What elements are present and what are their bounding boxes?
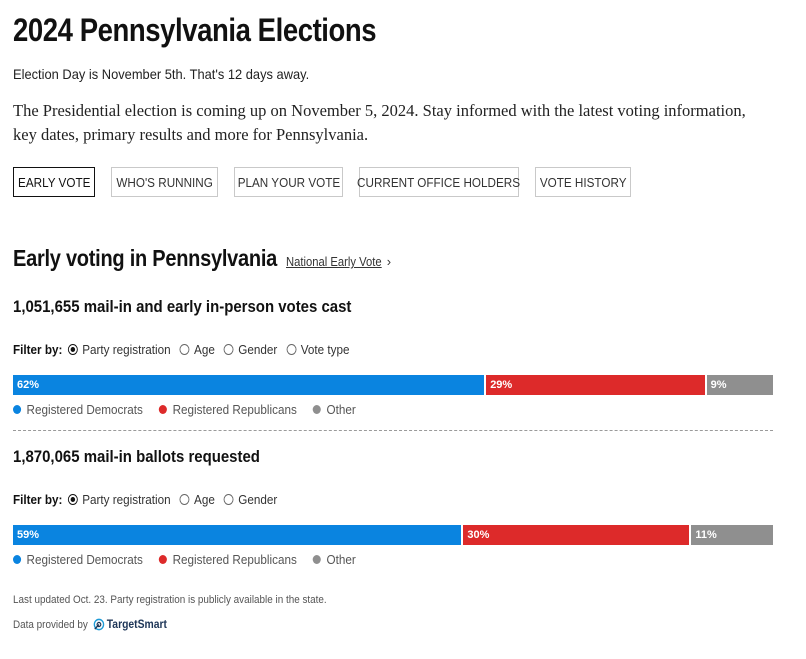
legend-republicans: Registered Republicans: [159, 552, 297, 567]
tab-vote-history[interactable]: VOTE HISTORY: [535, 167, 631, 197]
dot-icon: [13, 555, 22, 564]
ballots-requested-headline: 1,870,065 mail-in ballots requested: [13, 447, 260, 466]
filter-row-votes-cast: Filter by: Party registration Age Gender…: [13, 342, 359, 357]
dot-icon: [313, 555, 322, 564]
dot-icon: [313, 405, 322, 414]
tab-plan-your-vote[interactable]: PLAN YOUR VOTE: [234, 167, 343, 197]
radio-icon: [223, 494, 234, 505]
last-updated-note: Last updated Oct. 23. Party registration…: [13, 594, 327, 606]
dot-icon: [159, 405, 168, 414]
radio-icon: [179, 494, 190, 505]
legend-other: Other: [313, 402, 356, 417]
radio-icon: [223, 344, 234, 355]
votes-cast-bar: 62% 29% 9%: [13, 375, 773, 395]
filter-party-registration[interactable]: Party registration: [67, 342, 171, 357]
election-countdown: Election Day is November 5th. That's 12 …: [13, 66, 310, 82]
filter-gender[interactable]: Gender: [223, 492, 277, 507]
filter-vote-type[interactable]: Vote type: [286, 342, 350, 357]
segment-other: 9%: [704, 375, 773, 395]
legend-democrats: Registered Democrats: [13, 552, 143, 567]
filter-row-ballots-requested: Filter by: Party registration Age Gender: [13, 492, 286, 507]
filter-label: Filter by:: [13, 492, 63, 507]
segment-republicans: 30%: [461, 525, 690, 545]
radio-icon: [286, 344, 297, 355]
segment-democrats: 62%: [13, 375, 485, 395]
page-title: 2024 Pennsylvania Elections: [13, 12, 377, 48]
radio-checked-icon: [67, 494, 78, 505]
filter-age[interactable]: Age: [179, 492, 215, 507]
legend-ballots-requested: Registered Democrats Registered Republic…: [13, 552, 372, 567]
segment-other: 11%: [689, 525, 773, 545]
section-heading: Early voting in Pennsylvania National Ea…: [13, 245, 391, 272]
provider-label: Data provided by: [13, 618, 88, 631]
tab-whos-running[interactable]: WHO'S RUNNING: [111, 167, 218, 197]
filter-label: Filter by:: [13, 342, 63, 357]
targetsmart-logo[interactable]: TargetSmart: [93, 618, 167, 631]
segment-democrats: 59%: [13, 525, 462, 545]
radio-icon: [179, 344, 190, 355]
legend-republicans: Registered Republicans: [159, 402, 297, 417]
dot-icon: [13, 405, 22, 414]
national-early-vote-link[interactable]: National Early Vote: [286, 255, 383, 269]
divider: [13, 430, 773, 431]
section-tabs: EARLY VOTE WHO'S RUNNING PLAN YOUR VOTE …: [13, 167, 647, 197]
intro-paragraph: The Presidential election is coming up o…: [13, 101, 746, 144]
ballots-requested-bar: 59% 30% 11%: [13, 525, 773, 545]
dot-icon: [159, 555, 168, 564]
legend-democrats: Registered Democrats: [13, 402, 143, 417]
filter-gender[interactable]: Gender: [223, 342, 277, 357]
legend-other: Other: [313, 552, 356, 567]
radio-checked-icon: [67, 344, 78, 355]
section-title: Early voting in Pennsylvania: [13, 245, 278, 271]
votes-cast-headline: 1,051,655 mail-in and early in-person vo…: [13, 297, 352, 316]
legend-votes-cast: Registered Democrats Registered Republic…: [13, 402, 372, 417]
data-provider: Data provided by TargetSmart: [13, 618, 167, 631]
tab-early-vote[interactable]: EARLY VOTE: [13, 167, 95, 197]
segment-republicans: 29%: [484, 375, 705, 395]
tab-current-office-holders[interactable]: CURRENT OFFICE HOLDERS: [358, 167, 520, 197]
target-icon: [93, 618, 105, 631]
chevron-right-icon[interactable]: ›: [386, 254, 392, 269]
filter-party-registration[interactable]: Party registration: [67, 492, 171, 507]
filter-age[interactable]: Age: [179, 342, 215, 357]
